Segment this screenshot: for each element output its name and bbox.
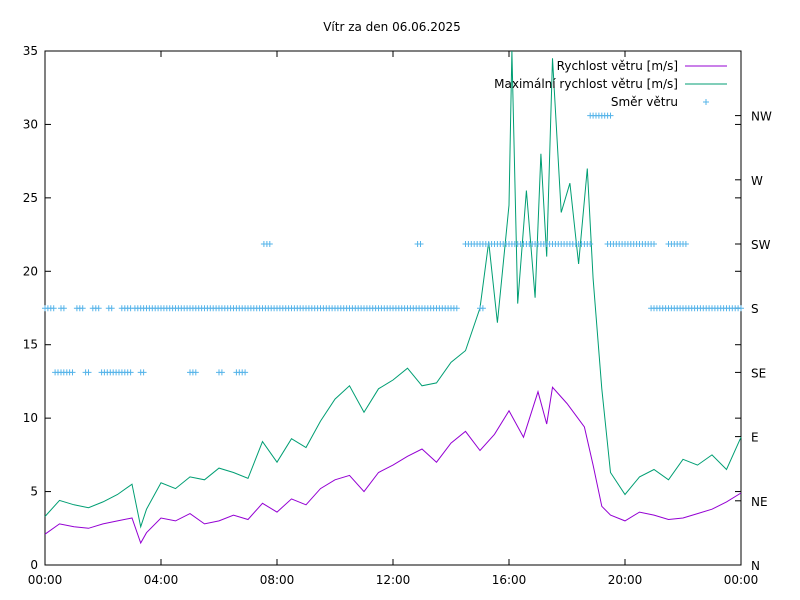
x-tick-label: 12:00 bbox=[376, 573, 411, 587]
legend: Rychlost větru [m/s] Maximální rychlost v… bbox=[494, 59, 727, 109]
direction-point bbox=[218, 369, 225, 376]
y2-tick-label: SE bbox=[751, 366, 766, 380]
y2-tick-label: NE bbox=[751, 495, 768, 509]
y-tick-label: 20 bbox=[23, 264, 38, 278]
y-tick-label: 30 bbox=[23, 117, 38, 131]
y-tick-label: 5 bbox=[30, 485, 38, 499]
y-tick-label: 10 bbox=[23, 411, 38, 425]
series-layer bbox=[42, 50, 744, 545]
y2-tick-label: SW bbox=[751, 238, 771, 252]
direction-point bbox=[95, 305, 102, 312]
legend-label: Rychlost větru [m/s] bbox=[557, 59, 678, 73]
y-tick-label: 0 bbox=[30, 558, 38, 572]
legend-swatch-point bbox=[703, 99, 709, 105]
x-tick-label: 04:00 bbox=[144, 573, 179, 587]
series-points-2 bbox=[42, 112, 744, 376]
y2-axis: N NE E SE S SW W NW bbox=[735, 110, 772, 573]
series-line-1 bbox=[44, 50, 742, 529]
legend-label: Maximální rychlost větru [m/s] bbox=[494, 77, 678, 91]
x-tick-label: 20:00 bbox=[608, 573, 643, 587]
direction-point bbox=[108, 305, 115, 312]
direction-point bbox=[607, 112, 614, 119]
series-line-0 bbox=[44, 386, 742, 545]
direction-point bbox=[417, 241, 424, 247]
direction-point bbox=[50, 305, 57, 312]
y2-tick-label: S bbox=[751, 302, 759, 316]
direction-point bbox=[127, 369, 134, 376]
chart-title: Vítr za den 06.06.2025 bbox=[323, 20, 461, 34]
y2-tick-label: N bbox=[751, 559, 760, 573]
direction-point bbox=[651, 241, 657, 247]
direction-point bbox=[453, 305, 460, 312]
x-tick-label: 00:00 bbox=[724, 573, 759, 587]
x-tick-label: 16:00 bbox=[492, 573, 527, 587]
direction-point bbox=[479, 305, 486, 312]
direction-point bbox=[242, 369, 249, 376]
y2-tick-label: W bbox=[751, 174, 763, 188]
y-axis: 0 5 10 15 20 25 30 35 bbox=[23, 44, 741, 572]
direction-point bbox=[79, 305, 86, 312]
x-axis: 00:00 04:00 08:00 12:00 16:00 20:00 00:00 bbox=[28, 51, 759, 587]
y-tick-label: 15 bbox=[23, 338, 38, 352]
direction-point bbox=[266, 241, 273, 247]
direction-point bbox=[738, 305, 744, 312]
direction-point bbox=[85, 369, 92, 376]
direction-point bbox=[192, 369, 199, 376]
direction-point bbox=[682, 241, 689, 247]
x-tick-label: 00:00 bbox=[28, 573, 63, 587]
y2-tick-label: E bbox=[751, 431, 759, 445]
y2-tick-label: NW bbox=[751, 110, 772, 124]
direction-point bbox=[60, 305, 67, 312]
direction-point bbox=[587, 241, 594, 247]
legend-label: Směr větru bbox=[611, 95, 678, 109]
y-tick-label: 25 bbox=[23, 191, 38, 205]
y-tick-label: 35 bbox=[23, 44, 38, 58]
direction-point bbox=[140, 369, 147, 376]
direction-point bbox=[69, 369, 76, 376]
x-tick-label: 08:00 bbox=[260, 573, 295, 587]
